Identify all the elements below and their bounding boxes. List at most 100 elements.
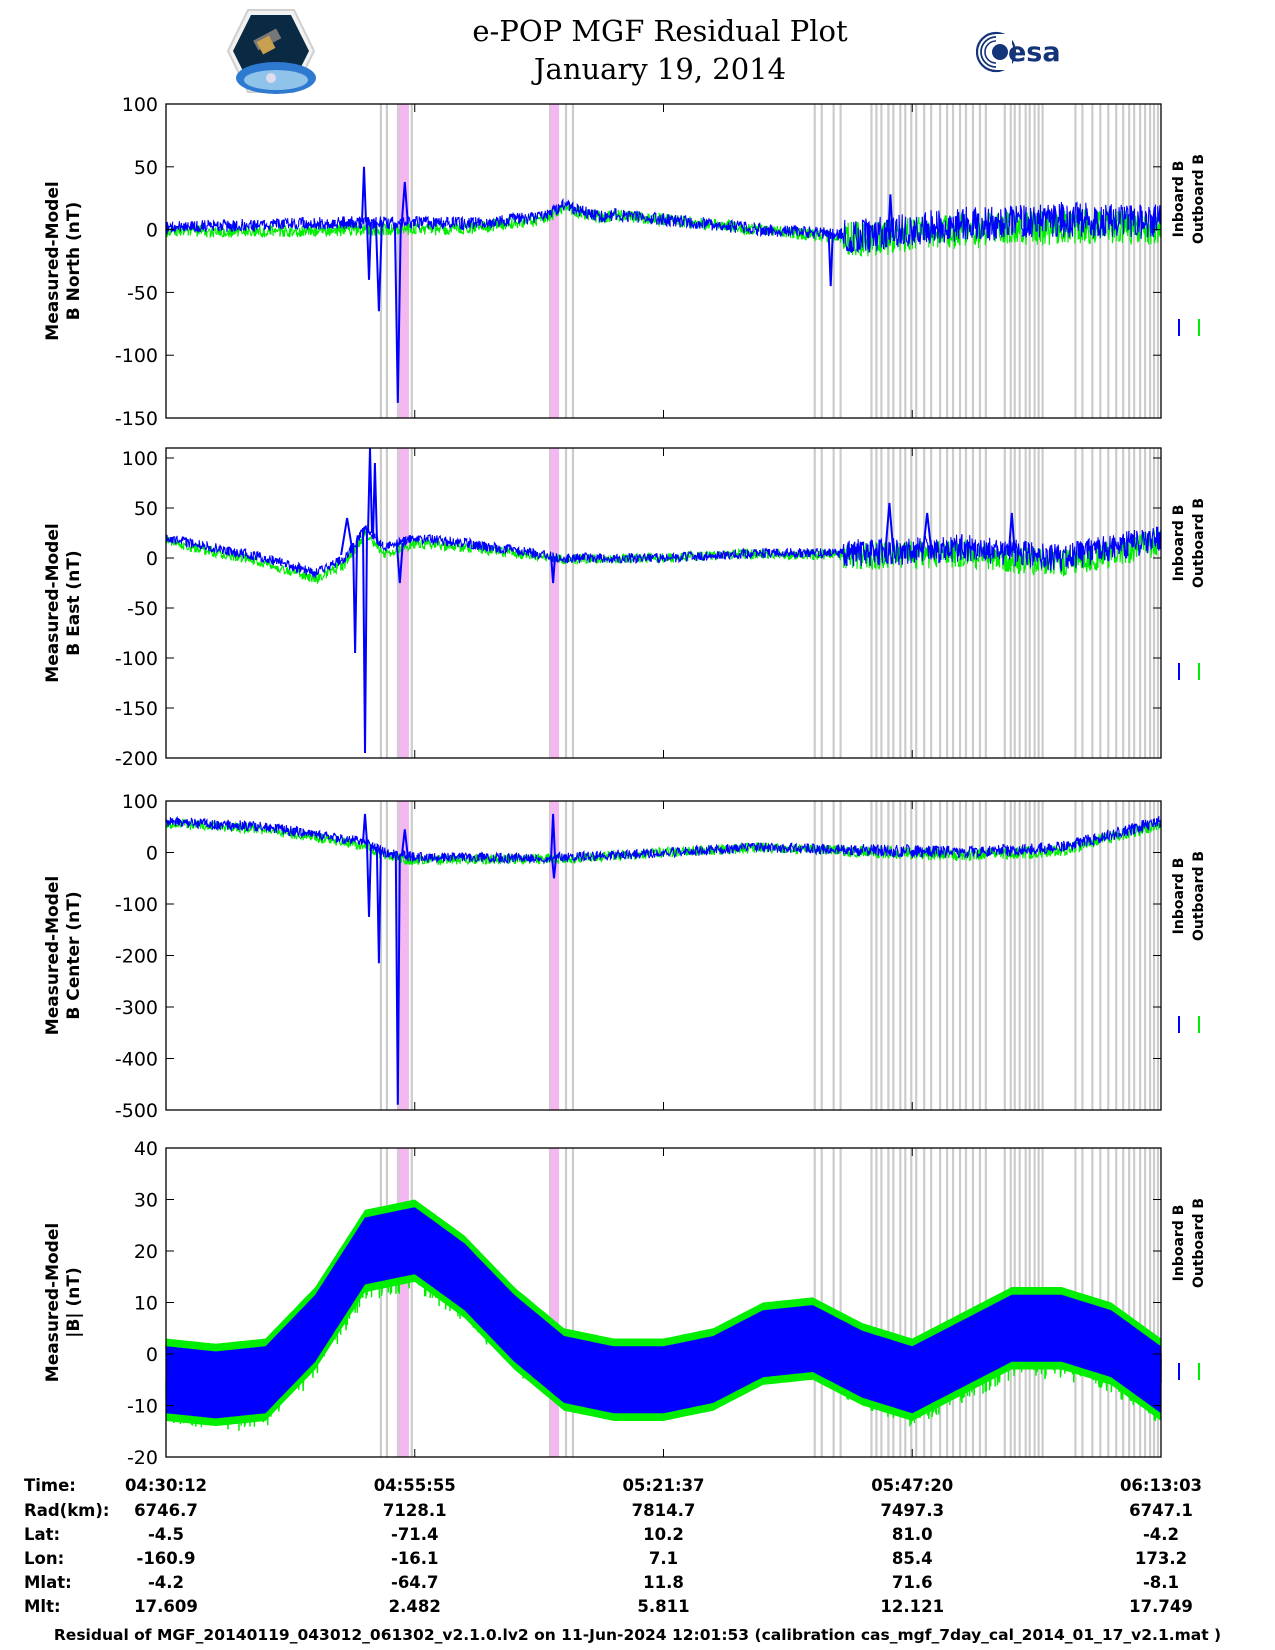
- series-spike: [1007, 512, 1016, 554]
- orbit-cell: 81.0: [892, 1525, 933, 1544]
- legend-outboard-label: Outboard B: [1191, 498, 1207, 588]
- footer-caption: Residual of MGF_20140119_043012_061302_v…: [53, 1626, 1222, 1644]
- y-axis-label: Measured-ModelB East (nT): [43, 523, 84, 682]
- pink-band: [399, 1148, 409, 1457]
- orbit-cell: 7128.1: [383, 1501, 447, 1520]
- series-spike: [550, 813, 556, 858]
- series-inboard-line: [165, 815, 1162, 865]
- series-spike: [366, 222, 372, 280]
- orbit-row-label: Lat:: [24, 1525, 60, 1544]
- series-spike: [551, 857, 557, 879]
- y-tick-label: -100: [115, 345, 158, 367]
- y-tick-label: -100: [115, 894, 158, 916]
- orbit-cell: 7497.3: [880, 1501, 944, 1520]
- series-spike: [400, 181, 409, 223]
- y-tick-label: 100: [122, 448, 158, 470]
- orbit-cell: 7814.7: [632, 1501, 696, 1520]
- y-tick-label: -500: [115, 1100, 158, 1122]
- y-tick-label: -150: [115, 698, 158, 720]
- orbit-cell: 85.4: [892, 1549, 933, 1568]
- panel-1: 100 50 0 -50 -100 -150 Measured-ModelB North (…: [43, 94, 1207, 430]
- series-spike: [393, 222, 402, 403]
- y-tick-label: 20: [134, 1241, 158, 1263]
- y-tick-label: -200: [115, 946, 158, 968]
- legend: Inboard B Outboard B: [1171, 1198, 1207, 1380]
- panel-4: 40 30 20 10 0 -10 -20 Measured-Model|B| (nT) Inb…: [43, 1138, 1207, 1469]
- series-spike: [352, 542, 358, 654]
- series-spike: [361, 166, 367, 223]
- panel-3: 100 0 -100 -200 -300 -400 -500 Measured-ModelB …: [43, 791, 1207, 1122]
- y-axis-label-line: |B| (nT): [64, 1267, 84, 1338]
- cassiope-logo: [226, 9, 316, 94]
- orbit-cell: 5.811: [637, 1597, 689, 1616]
- series-spike: [372, 462, 378, 539]
- y-tick-label: -50: [127, 282, 158, 304]
- legend-labels: Inboard B Outboard B: [1171, 498, 1207, 588]
- legend-inboard-label: Inboard B: [1171, 161, 1187, 238]
- pink-band: [550, 448, 560, 758]
- orbit-row-label: Lon:: [24, 1549, 64, 1568]
- legend-labels: Inboard B Outboard B: [1171, 154, 1207, 244]
- series-inboard-line: [165, 197, 1162, 254]
- pink-band: [399, 104, 409, 418]
- orbit-cell: 10.2: [643, 1525, 684, 1544]
- orbit-cell: 17.609: [134, 1597, 198, 1616]
- legend-outboard-label: Outboard B: [1191, 1198, 1207, 1288]
- legend-inboard-label: Inboard B: [1171, 1205, 1187, 1282]
- series-spike: [340, 517, 355, 556]
- chart-date: January 19, 2014: [533, 52, 787, 86]
- orbit-cell: 05:21:37: [622, 1476, 704, 1495]
- orbit-row-label: Mlat:: [24, 1573, 72, 1592]
- orbit-row-label: Mlt:: [24, 1597, 61, 1616]
- y-tick-label: 40: [134, 1138, 158, 1160]
- y-tick-label: 0: [146, 548, 158, 570]
- series-spike: [827, 233, 834, 287]
- y-tick-label: 0: [146, 220, 158, 242]
- series-spike: [362, 813, 368, 843]
- series-inboard-line: [165, 525, 1162, 578]
- orbit-cell: -4.2: [1143, 1525, 1179, 1544]
- y-tick-label: -100: [115, 648, 158, 670]
- orbit-cell: 06:13:03: [1120, 1476, 1202, 1495]
- y-tick-label: -150: [115, 408, 158, 430]
- y-tick-label: 50: [134, 157, 158, 179]
- series-spike: [922, 512, 933, 550]
- esa-logo: esa: [976, 31, 1061, 73]
- y-tick-label: -50: [127, 598, 158, 620]
- y-tick-label: 0: [146, 843, 158, 865]
- orbit-cell: 173.2: [1135, 1549, 1187, 1568]
- legend-inboard-label: Inboard B: [1171, 858, 1187, 935]
- orbit-row-label: Rad(km):: [24, 1501, 110, 1520]
- y-axis-label-line: Measured-Model: [43, 1223, 63, 1382]
- series-spike: [362, 527, 368, 754]
- y-tick-label: 0: [146, 1344, 158, 1366]
- panel-2: 100 50 0 -50 -100 -150 -200 Measured-ModelB Eas…: [43, 447, 1207, 770]
- legend-outboard-label: Outboard B: [1191, 851, 1207, 941]
- orbit-cell: 6746.7: [134, 1501, 198, 1520]
- series-spike: [375, 849, 382, 964]
- orbit-cell: 04:55:55: [374, 1476, 456, 1495]
- y-axis-label: Measured-ModelB North (nT): [43, 181, 84, 340]
- series-inboard-band: [166, 1207, 1161, 1419]
- y-axis-label-line: Measured-Model: [43, 523, 63, 682]
- series-spike: [884, 502, 895, 552]
- pink-band: [550, 1148, 560, 1457]
- orbit-cell: -8.1: [1143, 1573, 1179, 1592]
- pink-band: [550, 104, 560, 418]
- svg-text:esa: esa: [1008, 37, 1061, 68]
- legend: Inboard B Outboard B: [1171, 498, 1207, 680]
- orbit-cell: 12.121: [880, 1597, 944, 1616]
- series-spike: [550, 556, 556, 584]
- series-spike: [395, 542, 404, 584]
- y-tick-label: 50: [134, 498, 158, 520]
- legend-labels: Inboard B Outboard B: [1171, 851, 1207, 941]
- orbit-cell: 71.6: [892, 1573, 933, 1592]
- orbit-cell: 6747.1: [1129, 1501, 1193, 1520]
- orbit-cell: 05:47:20: [871, 1476, 953, 1495]
- legend: Inboard B Outboard B: [1171, 154, 1207, 336]
- series-spike: [400, 829, 409, 857]
- series-spike: [367, 447, 373, 534]
- orbit-table: Time: Rad(km): Lat: Lon: Mlat: Mlt: 04:30:12 67…: [24, 1476, 1202, 1616]
